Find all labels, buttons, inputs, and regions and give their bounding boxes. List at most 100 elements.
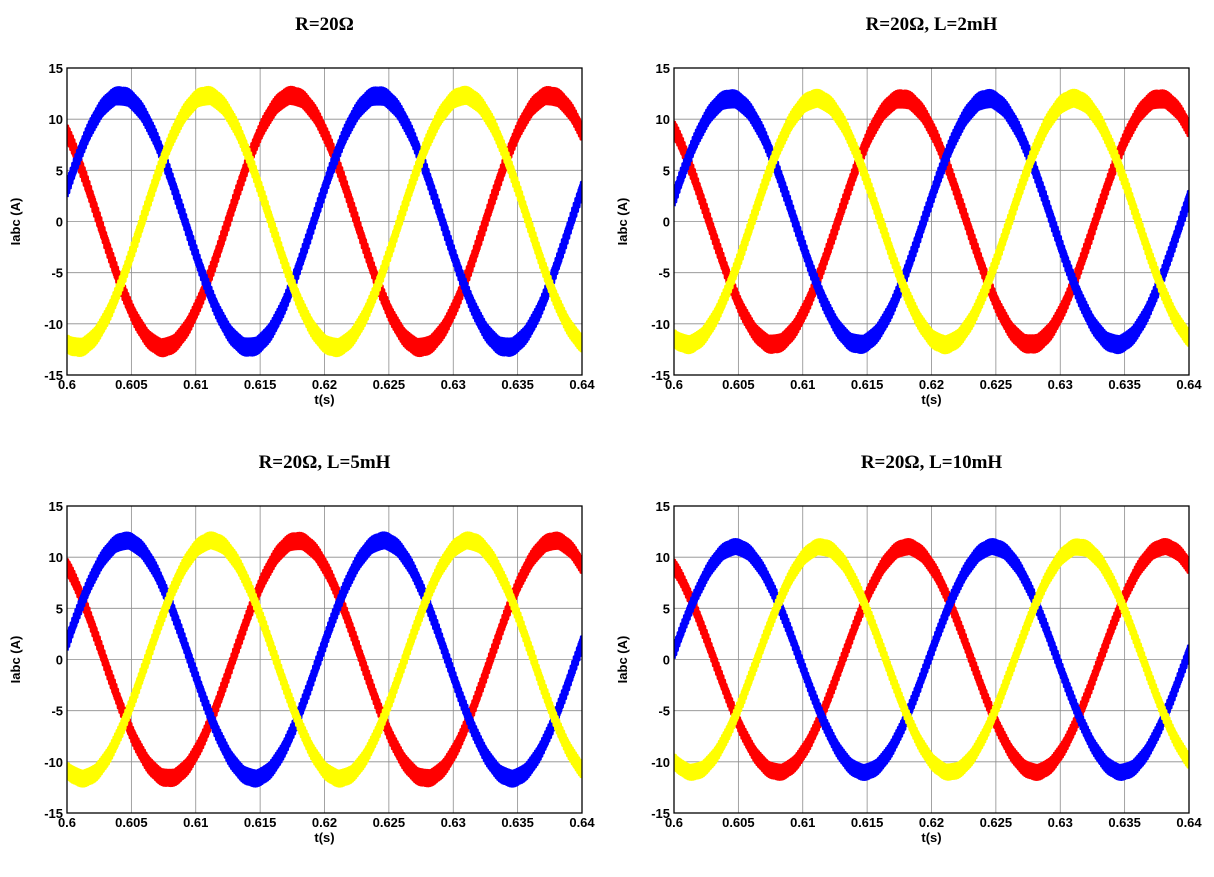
y-tick-label: -5	[658, 704, 670, 719]
series-group	[674, 88, 1189, 355]
series-line-1	[674, 89, 1189, 354]
x-axis-label: t(s)	[314, 830, 334, 845]
x-tick-label: 0.625	[373, 815, 406, 830]
axes-frame	[673, 505, 1190, 814]
y-axis-label: Iabc (A)	[615, 636, 630, 684]
series-line-3	[67, 531, 582, 788]
y-tick-label: 5	[56, 163, 63, 178]
x-tick-label: 0.605	[115, 377, 148, 392]
y-tick-label: 10	[656, 550, 670, 565]
y-axis-label: Iabc (A)	[8, 636, 23, 684]
x-tick-label: 0.605	[722, 377, 755, 392]
x-tick-label: 0.63	[441, 377, 466, 392]
y-tick-label: -15	[44, 806, 63, 821]
x-tick-label: 0.62	[312, 377, 337, 392]
y-tick-label: -5	[51, 704, 63, 719]
y-tick-label: -10	[651, 317, 670, 332]
x-tick-label: 0.64	[569, 815, 595, 830]
series-line-2	[67, 531, 582, 788]
x-tick-label: 0.635	[501, 377, 534, 392]
chart-panel-r20-l10mh: R=20Ω, L=10mH 0.6 0.605 0.61 0.615 0.62 0.625 0…	[607, 438, 1214, 876]
x-tick-label: 0.635	[1108, 377, 1141, 392]
y-tick-label: 10	[49, 112, 63, 127]
y-tick-label: 0	[663, 215, 670, 230]
x-tick-label: 0.6	[665, 377, 683, 392]
y-tick-label: -15	[651, 806, 670, 821]
series-line-2	[674, 88, 1189, 355]
y-tick-label: 15	[656, 499, 670, 514]
y-tick-label: -15	[44, 368, 63, 383]
x-tick-label: 0.605	[722, 815, 755, 830]
x-axis-label: t(s)	[921, 392, 941, 407]
chart-svg: R=20Ω, L=5mH 0.6 0.605 0.61 0.615 0.62 0.625 0.…	[8, 452, 595, 845]
chart-panel-r20-l2mh: R=20Ω, L=2mH 0.6 0.605 0.61 0.615 0.62 0.625 0.…	[607, 0, 1214, 438]
y-tick-label: 10	[49, 550, 63, 565]
x-tick-label: 0.605	[115, 815, 148, 830]
x-tick-label: 0.64	[1176, 377, 1202, 392]
x-tick-label: 0.63	[1048, 377, 1073, 392]
y-tick-label: 5	[663, 601, 670, 616]
chart-svg: R=20Ω, L=10mH 0.6 0.605 0.61 0.615 0.62 0.625 0…	[615, 452, 1202, 845]
y-tick-label: -10	[44, 317, 63, 332]
chart-title: R=20Ω, L=2mH	[866, 14, 998, 35]
y-tick-label: 0	[663, 653, 670, 668]
chart-panel-r20: R=20Ω 0.6 0.605 0.61 0.615 0.62 0.625 0.63 0.635…	[0, 0, 607, 438]
axes-frame	[66, 505, 583, 814]
axes-frame	[673, 67, 1190, 376]
series-line-1	[67, 85, 582, 358]
series-line-2	[674, 537, 1189, 782]
x-axis-label: t(s)	[314, 392, 334, 407]
x-tick-label: 0.615	[244, 815, 277, 830]
series-line-3	[67, 85, 582, 358]
y-tick-label: 5	[56, 601, 63, 616]
chart-title: R=20Ω	[295, 14, 354, 35]
y-tick-label: 0	[56, 653, 63, 668]
y-axis-label: Iabc (A)	[8, 198, 23, 246]
y-tick-label: 5	[663, 163, 670, 178]
x-tick-label: 0.62	[312, 815, 337, 830]
x-tick-label: 0.625	[980, 815, 1013, 830]
x-axis-label: t(s)	[921, 830, 941, 845]
x-tick-label: 0.61	[183, 815, 208, 830]
series-line-1	[67, 531, 582, 788]
x-tick-label: 0.61	[790, 377, 815, 392]
axes-frame	[66, 67, 583, 376]
x-tick-label: 0.6	[665, 815, 683, 830]
x-tick-label: 0.6	[58, 815, 76, 830]
series-group	[674, 537, 1189, 782]
x-tick-label: 0.615	[851, 377, 884, 392]
x-tick-label: 0.63	[1048, 815, 1073, 830]
chart-panel-r20-l5mh: R=20Ω, L=5mH 0.6 0.605 0.61 0.615 0.62 0.625 0.…	[0, 438, 607, 876]
series-line-3	[674, 538, 1189, 781]
y-tick-label: 15	[49, 499, 63, 514]
y-tick-label: 0	[56, 215, 63, 230]
chart-svg: R=20Ω, L=2mH 0.6 0.605 0.61 0.615 0.62 0.625 0.…	[615, 14, 1202, 407]
series-line-3	[674, 88, 1189, 355]
x-tick-label: 0.635	[1108, 815, 1141, 830]
x-tick-label: 0.61	[790, 815, 815, 830]
chart-title: R=20Ω, L=5mH	[259, 452, 391, 473]
y-tick-label: 10	[656, 112, 670, 127]
y-tick-label: -10	[44, 755, 63, 770]
x-tick-label: 0.64	[569, 377, 595, 392]
series-group	[67, 85, 582, 358]
y-tick-label: -5	[658, 266, 670, 281]
chart-title: R=20Ω, L=10mH	[861, 452, 1003, 473]
x-tick-label: 0.6	[58, 377, 76, 392]
x-tick-label: 0.615	[244, 377, 277, 392]
y-tick-label: 15	[49, 61, 63, 76]
y-tick-label: -15	[651, 368, 670, 383]
x-tick-label: 0.625	[980, 377, 1013, 392]
chart-svg: R=20Ω 0.6 0.605 0.61 0.615 0.62 0.625 0.63 0.635…	[8, 14, 595, 407]
x-tick-label: 0.63	[441, 815, 466, 830]
x-tick-label: 0.625	[373, 377, 406, 392]
series-line-1	[674, 538, 1189, 781]
y-tick-label: -10	[651, 755, 670, 770]
x-tick-label: 0.635	[501, 815, 534, 830]
x-tick-label: 0.615	[851, 815, 884, 830]
x-tick-label: 0.62	[919, 815, 944, 830]
y-tick-label: 15	[656, 61, 670, 76]
series-group	[67, 531, 582, 788]
x-tick-label: 0.61	[183, 377, 208, 392]
